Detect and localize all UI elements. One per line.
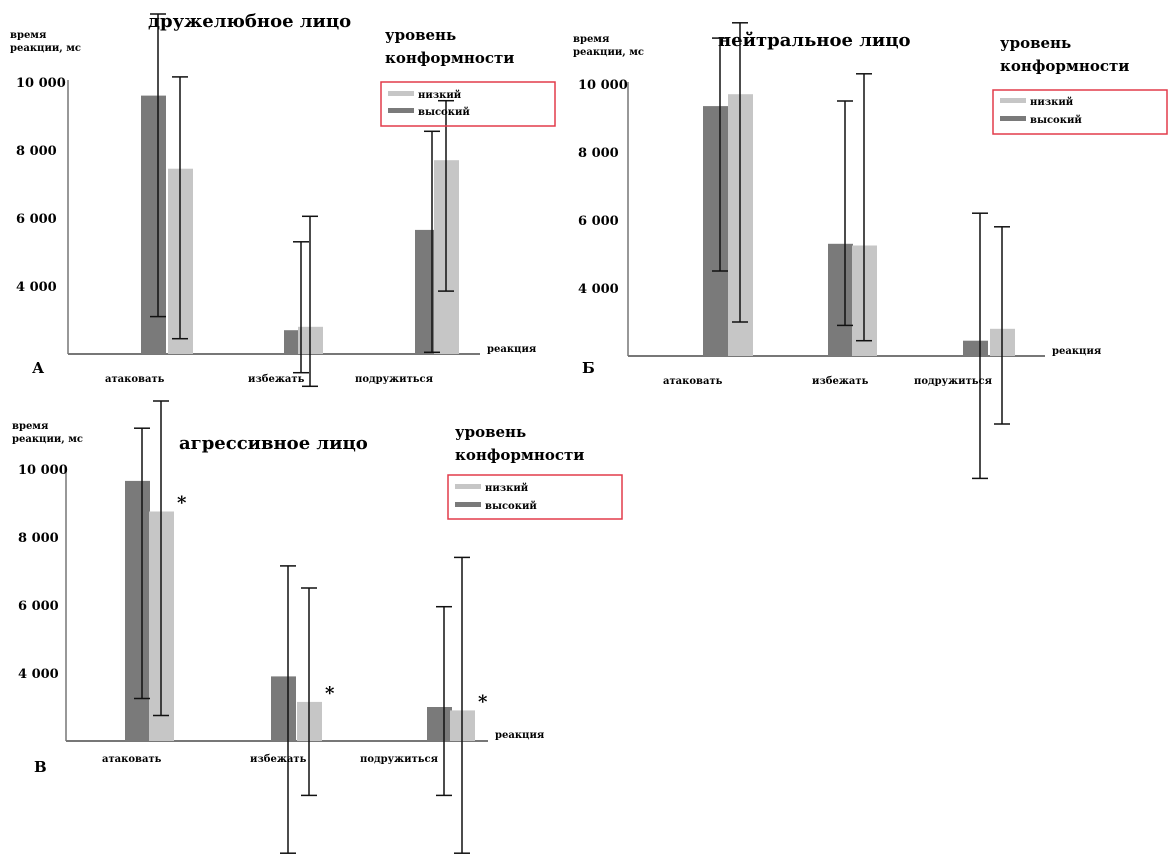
legend-label: низкий (485, 483, 529, 494)
x-tick-label: подружиться (355, 374, 434, 385)
bar-high (427, 707, 452, 741)
legend: уровень конформности низкий высокий (381, 26, 555, 126)
legend-swatch (455, 484, 481, 489)
y-tick-label: 10 000 (18, 463, 68, 478)
y-tick-label: 10 000 (16, 76, 66, 91)
legend-swatch (455, 502, 481, 507)
legend-title: уровень (385, 26, 456, 44)
y-tick-label: 8 000 (16, 144, 57, 159)
legend-title: уровень (1000, 34, 1071, 52)
y-axis-label: время (573, 34, 610, 45)
legend-swatch (1000, 116, 1026, 121)
y-axis-label: реакции, мс (573, 47, 644, 58)
panel-letter: В (34, 758, 47, 776)
chart-panel-2: 10 000 8 000 6 000 4 000 время реакции, мс ней… (573, 23, 1167, 479)
y-tick-label: 10 000 (578, 78, 628, 93)
y-tick-label: 6 000 (16, 212, 57, 227)
chart-panel-1: 10 000 8 000 6 000 4 000 время реакции, мс дру… (10, 11, 555, 386)
chart-title: дружелюбное лицо (148, 11, 351, 32)
legend-label: низкий (1030, 97, 1074, 108)
legend-swatch (1000, 98, 1026, 103)
legend-title: конформности (455, 446, 584, 464)
y-tick-label: 6 000 (18, 599, 59, 614)
error-bar (454, 557, 470, 853)
significance-star: * (478, 691, 488, 712)
significance-star: * (177, 493, 187, 514)
legend-title: уровень (455, 423, 526, 441)
chart-panel-3: 10 000 8 000 6 000 4 000 время реакции, мс агр… (12, 401, 622, 853)
y-axis-label: время (10, 30, 47, 41)
legend: уровень конформности низкий высокий (993, 34, 1167, 134)
legend-label: высокий (1030, 115, 1082, 126)
legend-swatch (388, 108, 414, 113)
legend-title: конформности (1000, 57, 1129, 75)
panel-letter: Б (582, 359, 595, 377)
y-tick-label: 8 000 (578, 146, 619, 161)
legend-box (381, 82, 555, 126)
x-tick-label: избежать (248, 374, 305, 385)
x-tick-label: подружиться (360, 754, 439, 765)
x-tick-label: избежать (250, 754, 307, 765)
y-tick-label: 8 000 (18, 531, 59, 546)
legend-label: высокий (485, 501, 537, 512)
error-bar (994, 227, 1010, 424)
x-tick-label: атаковать (105, 374, 165, 385)
x-tick-label: атаковать (102, 754, 162, 765)
panel-letter: А (32, 359, 45, 377)
bar-high (141, 96, 166, 354)
y-tick-label: 6 000 (578, 214, 619, 229)
y-tick-label: 4 000 (578, 282, 619, 297)
legend-box (448, 475, 622, 519)
legend-box (993, 90, 1167, 134)
x-tick-label: подружиться (914, 376, 993, 387)
legend-label: высокий (418, 107, 470, 118)
chart-title: агрессивное лицо (179, 433, 368, 454)
legend: уровень конформности низкий высокий (448, 423, 622, 519)
significance-star: * (325, 683, 335, 704)
x-axis-label: реакция (1052, 346, 1102, 357)
y-tick-label: 4 000 (16, 280, 57, 295)
x-tick-label: атаковать (663, 376, 723, 387)
bar-high (703, 106, 728, 356)
bar-high (271, 676, 296, 741)
error-bar (436, 607, 452, 796)
y-axis-label: время (12, 421, 49, 432)
y-tick-label: 4 000 (18, 667, 59, 682)
y-axis-label: реакции, мс (10, 43, 81, 54)
x-axis-label: реакция (495, 730, 545, 741)
y-axis-label: реакции, мс (12, 434, 83, 445)
legend-label: низкий (418, 90, 462, 101)
chart-title: нейтральное лицо (718, 30, 911, 51)
bar-high (963, 341, 988, 356)
legend-title: конформности (385, 49, 514, 67)
legend-swatch (388, 91, 414, 96)
x-tick-label: избежать (812, 376, 869, 387)
bar-high (828, 244, 853, 356)
x-axis-label: реакция (487, 344, 537, 355)
bar-high (125, 481, 150, 741)
